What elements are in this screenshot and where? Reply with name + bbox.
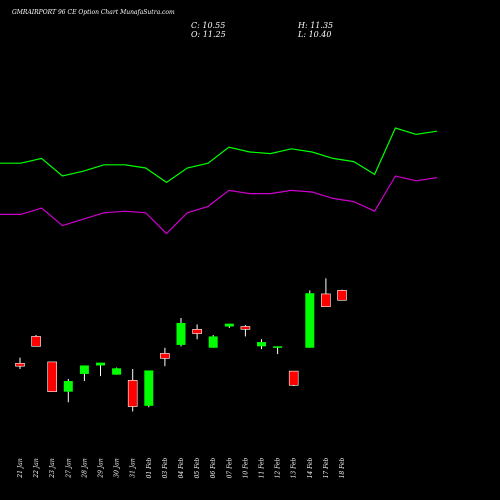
candle [288, 370, 299, 386]
candle [224, 323, 234, 328]
x-tick-label: 21 Jan [17, 458, 24, 479]
candle-body [321, 293, 331, 307]
x-tick-label: 18 Feb [339, 457, 346, 478]
candle [96, 362, 105, 377]
close-value: C: 10.55 [191, 21, 225, 30]
x-tick-label: 11 Feb [259, 457, 266, 478]
x-tick-label: 27 Jan [65, 458, 72, 479]
candle [273, 346, 283, 355]
x-tick-label: 23 Jan [49, 458, 56, 479]
x-tick-label: 07 Feb [226, 457, 233, 478]
candle [112, 367, 122, 375]
candle-body [112, 368, 122, 375]
open-value: O: 11.25 [191, 30, 226, 39]
open-label: O: [191, 30, 201, 39]
x-tick-label: 17 Feb [323, 457, 330, 478]
close-label: C: [191, 21, 200, 30]
candle [160, 347, 170, 367]
candle-body [257, 342, 266, 347]
x-tick-label: 05 Feb [194, 457, 201, 478]
x-tick-label: 30 Jan [114, 458, 121, 478]
open-number: 11.25 [202, 30, 226, 39]
x-tick-label: 31 Jan [130, 458, 137, 478]
candle-body [96, 362, 105, 366]
x-tick-label: 14 Feb [307, 457, 314, 478]
x-tick-label: 12 Feb [275, 457, 282, 478]
candle-body [273, 346, 283, 348]
candle-body [176, 322, 186, 345]
x-tick-label: 03 Feb [162, 457, 169, 478]
low-label: L: [298, 30, 307, 39]
x-tick-label: 13 Feb [291, 457, 298, 478]
candle [63, 378, 73, 403]
x-tick-label: 28 Jan [81, 458, 88, 479]
high-label: H: [298, 21, 308, 30]
x-tick-label: 10 Feb [242, 457, 249, 478]
candles-group [15, 278, 347, 412]
candle [176, 318, 186, 347]
candle [337, 289, 347, 301]
candle-body [160, 353, 170, 359]
x-tick-label: 04 Feb [178, 457, 185, 478]
candle-body [47, 361, 58, 392]
close-number: 10.55 [202, 21, 226, 30]
candle-body [31, 336, 41, 347]
candle [240, 325, 251, 337]
candle [305, 290, 315, 348]
candle [144, 370, 154, 408]
x-tick-label: 01 Feb [146, 457, 153, 478]
high-number: 11.35 [310, 21, 334, 30]
low-number: 10.40 [308, 30, 332, 39]
candle [15, 357, 25, 369]
candle [127, 369, 138, 412]
candle [257, 339, 266, 350]
candle [47, 361, 58, 392]
high-value: H: 11.35 [298, 21, 333, 30]
candle [192, 324, 202, 340]
candle-body [208, 336, 218, 348]
candle-body [144, 370, 154, 406]
chart-title: GMRAIRPORT 96 CE Option Chart MunafaSutr… [12, 9, 175, 16]
candle-body [305, 293, 315, 348]
candle-body [63, 381, 73, 392]
candle [208, 335, 218, 348]
candle-body [79, 365, 89, 374]
x-tick-label: 06 Feb [210, 457, 217, 478]
candle-body [288, 370, 299, 386]
x-tick-label: 22 Jan [33, 458, 40, 479]
candle [79, 365, 89, 382]
candle-body [192, 329, 202, 334]
candle-body [224, 323, 234, 327]
low-value: L: 10.40 [298, 30, 331, 39]
candle [31, 335, 41, 347]
candle [321, 278, 331, 307]
indicator-lines [0, 127, 438, 235]
candle-body [240, 326, 251, 330]
x-tick-label: 29 Jan [98, 458, 105, 479]
lower-indicator-line [0, 175, 438, 235]
candle-body [15, 363, 25, 367]
candle-body [127, 380, 138, 407]
candle-body [337, 290, 347, 301]
x-axis-labels: 21 Jan 22 Jan 23 Jan 27 Jan 28 Jan 29 Jan 30 J… [17, 457, 346, 478]
upper-indicator-line [0, 127, 438, 184]
